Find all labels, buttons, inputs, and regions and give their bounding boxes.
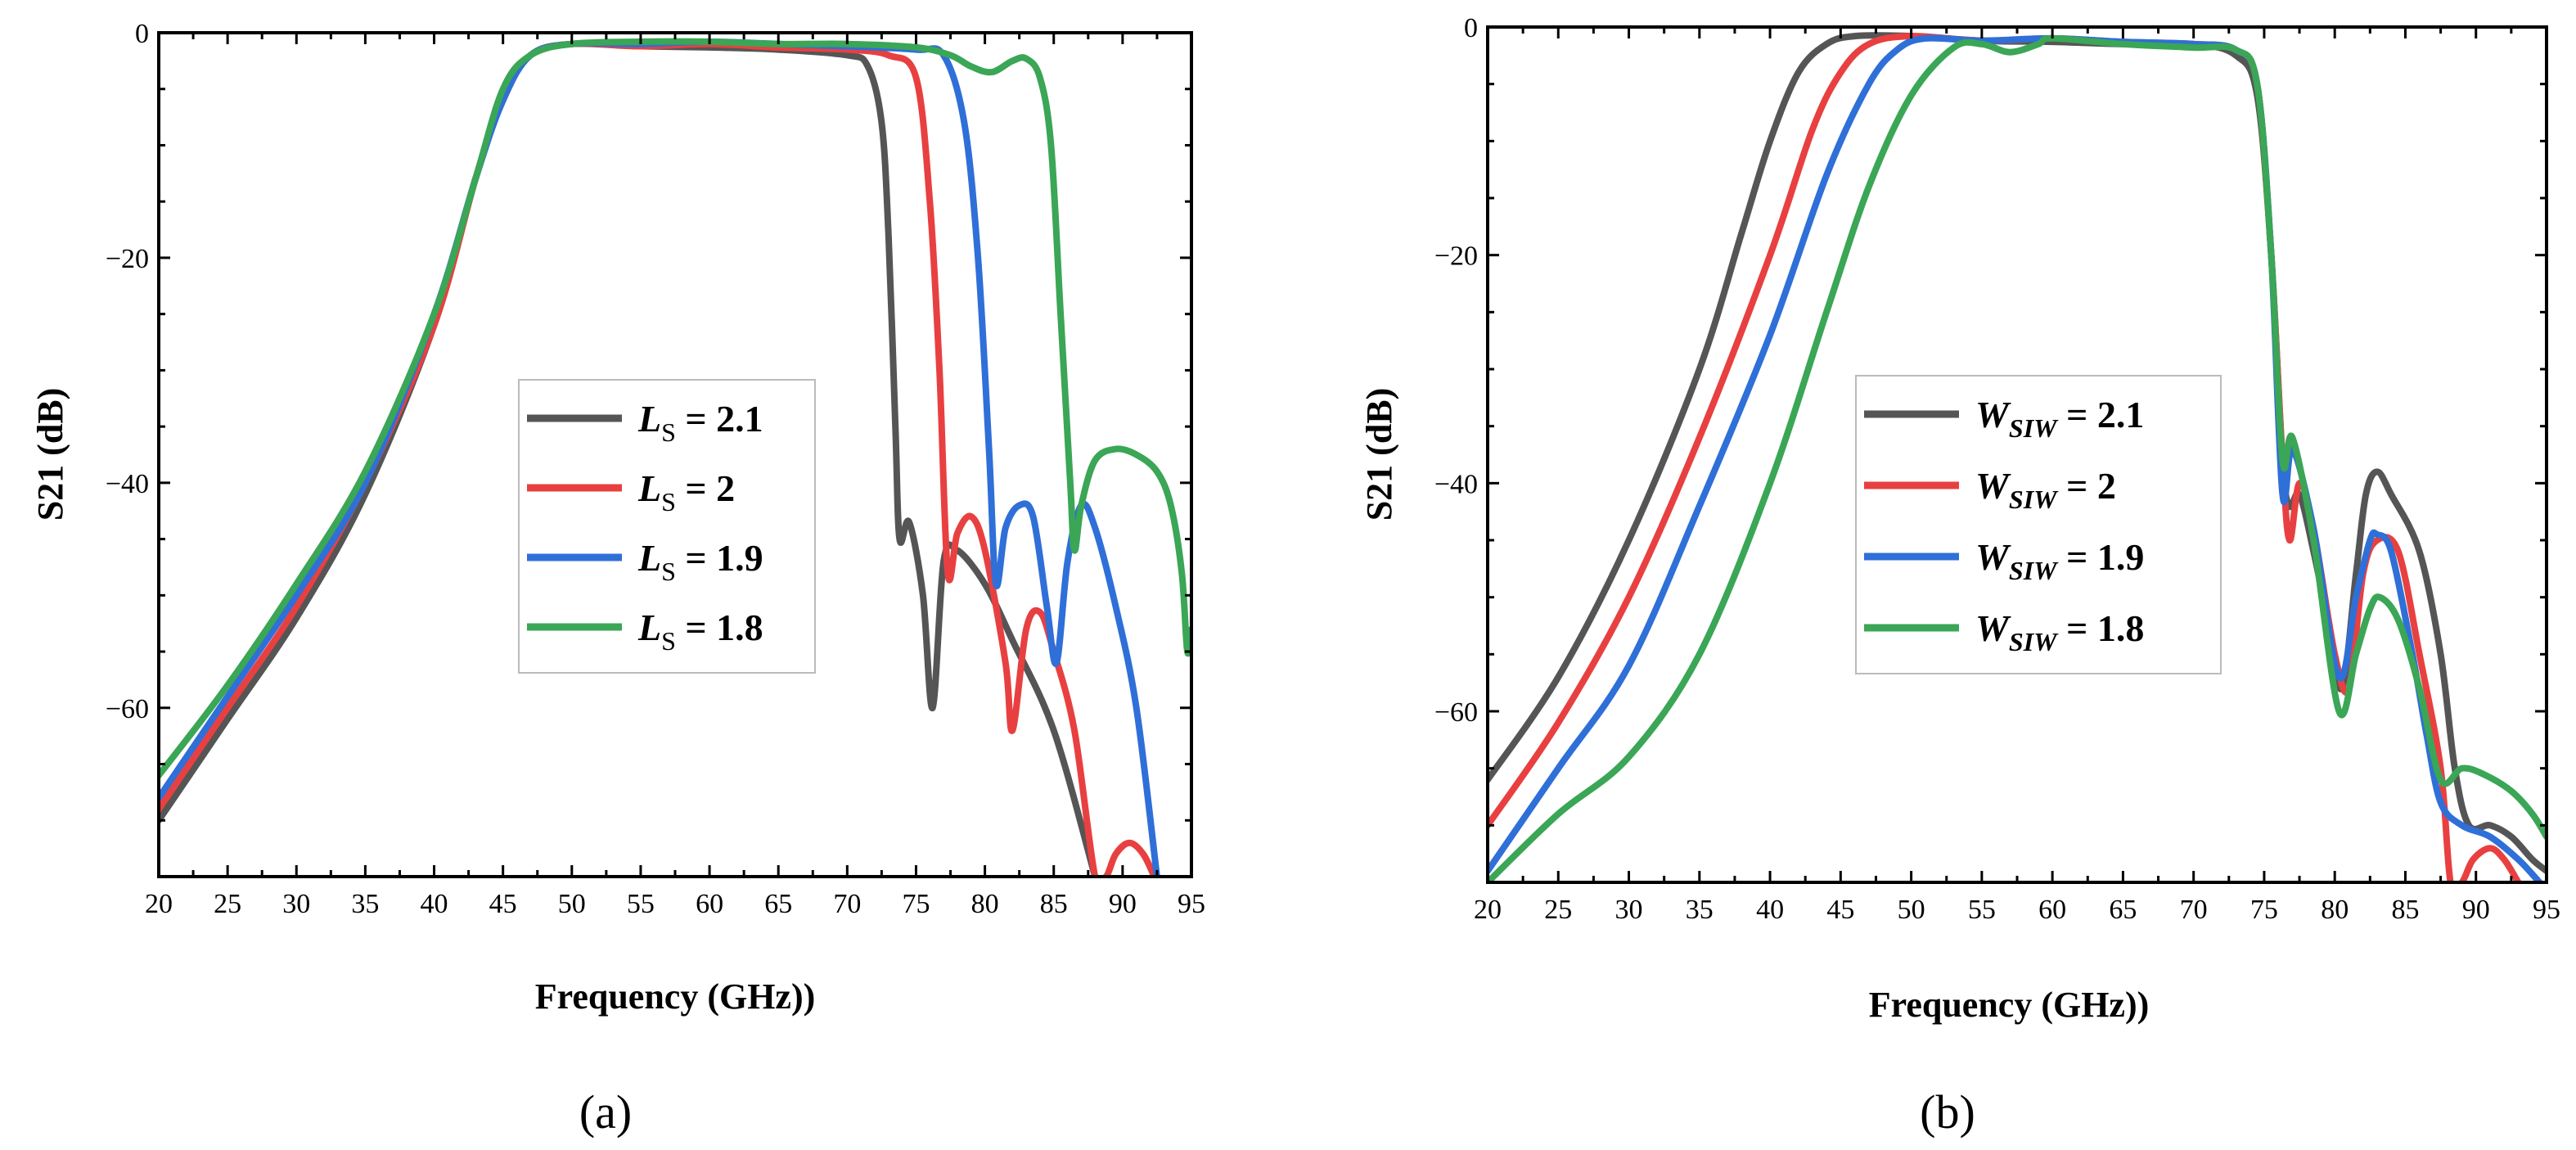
x-tick-label-a-95: 95	[1178, 889, 1205, 919]
legend-item-a-1: LS = 2.1	[527, 398, 763, 447]
legend-subscript-b-4: SIW	[2009, 627, 2059, 656]
series-line-b-4	[1488, 34, 2547, 882]
x-tick-label-b-95: 95	[2533, 895, 2560, 925]
legend-item-a-4: LS = 1.8	[527, 607, 763, 656]
legend-value-b-1: = 2.1	[2057, 394, 2145, 435]
legend-value-b-2: = 2	[2057, 465, 2116, 507]
y-tick-label-a-1: −20	[106, 244, 149, 274]
legend-prefix-a-1: L	[637, 398, 661, 440]
x-tick-label-b-35: 35	[1686, 895, 1714, 925]
legend-subscript-a-3: S	[661, 557, 676, 586]
y-tick-label-b-0: 0	[1464, 13, 1478, 43]
x-tick-label-b-85: 85	[2391, 895, 2419, 925]
legend-value-b-3: = 1.9	[2057, 536, 2145, 578]
legend-subscript-a-1: S	[661, 417, 676, 447]
legend-subscript-a-4: S	[661, 626, 676, 656]
series-lines-b	[1488, 32, 2547, 882]
x-tick-label-a-45: 45	[489, 889, 517, 919]
legend-prefix-b-2: W	[1975, 465, 2011, 507]
x-tick-label-b-80: 80	[2321, 895, 2349, 925]
x-tick-label-b-25: 25	[1544, 895, 1572, 925]
svg-text:LS = 1.9: LS = 1.9	[637, 537, 763, 586]
x-tick-label-a-35: 35	[351, 889, 379, 919]
legend-prefix-a-4: L	[637, 607, 661, 648]
y-axis-title-b: S21 (dB)	[1359, 388, 1399, 521]
x-tick-label-a-70: 70	[833, 889, 861, 919]
legend-subscript-b-1: SIW	[2009, 413, 2059, 443]
svg-text:WSIW = 2: WSIW = 2	[1975, 465, 2116, 514]
chart-panel-b: 20 25 30 35 40 45 50 55 60 65 70 75 80 85 90 95 0 −20 −40 −…	[1359, 13, 2560, 1139]
legend-item-a-2: LS = 2	[527, 467, 735, 516]
legend-subscript-b-2: SIW	[2009, 485, 2059, 514]
svg-text:LS = 2: LS = 2	[637, 467, 735, 516]
x-tick-label-a-90: 90	[1109, 889, 1137, 919]
legend-item-a-3: LS = 1.9	[527, 537, 763, 586]
x-tick-label-a-40: 40	[421, 889, 448, 919]
x-tick-label-a-50: 50	[558, 889, 586, 919]
legend-value-a-4: = 1.8	[676, 607, 763, 648]
svg-text:LS = 1.8: LS = 1.8	[637, 607, 763, 656]
x-tick-label-b-20: 20	[1474, 895, 1502, 925]
x-tick-label-b-65: 65	[2109, 895, 2137, 925]
legend-box-b	[1855, 375, 2222, 674]
series-lines-a	[159, 38, 1191, 877]
legend-b: WSIW = 2.1 WSIW = 2 WSIW = 1.9 WSIW = 1.…	[1855, 375, 2222, 674]
x-tick-label-b-30: 30	[1615, 895, 1643, 925]
legend-subscript-b-3: SIW	[2009, 556, 2059, 585]
axes-b: 20 25 30 35 40 45 50 55 60 65 70 75 80 85 90 95 0 −20 −40 −…	[1434, 13, 2560, 925]
svg-text:WSIW = 1.8: WSIW = 1.8	[1975, 607, 2144, 656]
x-tick-label-a-65: 65	[764, 889, 792, 919]
axes-a: 20 25 30 35 40 45 50 55 60 65 70 75 80 85 90 95 0 −20 −40 −…	[106, 19, 1205, 919]
series-line-a-4	[159, 38, 1191, 779]
panel-label-a: (a)	[579, 1085, 632, 1139]
legend-value-a-3: = 1.9	[676, 537, 763, 579]
x-tick-label-b-70: 70	[2180, 895, 2208, 925]
x-tick-label-b-90: 90	[2462, 895, 2490, 925]
x-tick-label-a-75: 75	[902, 889, 930, 919]
legend-prefix-a-2: L	[637, 467, 661, 509]
legend-prefix-b-4: W	[1975, 607, 2011, 649]
x-tick-label-b-75: 75	[2250, 895, 2278, 925]
x-tick-label-a-25: 25	[214, 889, 241, 919]
legend-value-a-1: = 2.1	[676, 398, 763, 440]
x-tick-label-b-45: 45	[1826, 895, 1854, 925]
y-tick-label-a-3: −60	[106, 694, 149, 724]
legend-item-b-2: WSIW = 2	[1864, 465, 2116, 514]
svg-text:WSIW = 1.9: WSIW = 1.9	[1975, 536, 2144, 585]
y-tick-label-a-2: −40	[106, 469, 149, 499]
chart-panel-a: 20 25 30 35 40 45 50 55 60 65 70 75 80 85 90 95 0 −20 −40 −…	[30, 19, 1205, 1139]
x-axis-title-a: Frequency (GHz))	[535, 976, 816, 1017]
legend-value-b-4: = 1.8	[2057, 607, 2145, 649]
x-tick-label-a-85: 85	[1040, 889, 1068, 919]
legend-prefix-b-1: W	[1975, 394, 2011, 435]
x-axis-title-b: Frequency (GHz))	[1869, 985, 2150, 1025]
x-tick-label-b-40: 40	[1756, 895, 1784, 925]
x-tick-label-a-80: 80	[971, 889, 999, 919]
y-tick-label-b-2: −40	[1434, 469, 1478, 499]
svg-text:WSIW = 2.1: WSIW = 2.1	[1975, 394, 2144, 443]
svg-text:LS = 2.1: LS = 2.1	[637, 398, 763, 447]
legend-a: LS = 2.1 LS = 2 LS = 1.9 LS = 1.8	[518, 379, 816, 674]
legend-prefix-b-3: W	[1975, 536, 2011, 578]
legend-value-a-2: = 2	[676, 467, 735, 509]
legend-item-b-4: WSIW = 1.8	[1864, 607, 2144, 656]
panel-label-b: (b)	[1920, 1085, 1975, 1139]
y-axis-title-a: S21 (dB)	[30, 388, 70, 521]
x-tick-label-b-50: 50	[1898, 895, 1925, 925]
legend-subscript-a-2: S	[661, 487, 676, 516]
y-tick-label-b-3: −60	[1434, 697, 1478, 728]
x-tick-label-b-55: 55	[1968, 895, 1996, 925]
x-tick-label-a-20: 20	[145, 889, 173, 919]
x-tick-label-b-60: 60	[2038, 895, 2066, 925]
y-tick-label-b-1: −20	[1434, 241, 1478, 272]
y-tick-label-a-0: 0	[135, 19, 149, 49]
x-tick-label-a-30: 30	[282, 889, 310, 919]
x-tick-label-a-60: 60	[696, 889, 723, 919]
legend-item-b-1: WSIW = 2.1	[1864, 394, 2144, 443]
legend-item-b-3: WSIW = 1.9	[1864, 536, 2144, 585]
x-tick-label-a-55: 55	[627, 889, 655, 919]
legend-prefix-a-3: L	[637, 537, 661, 579]
